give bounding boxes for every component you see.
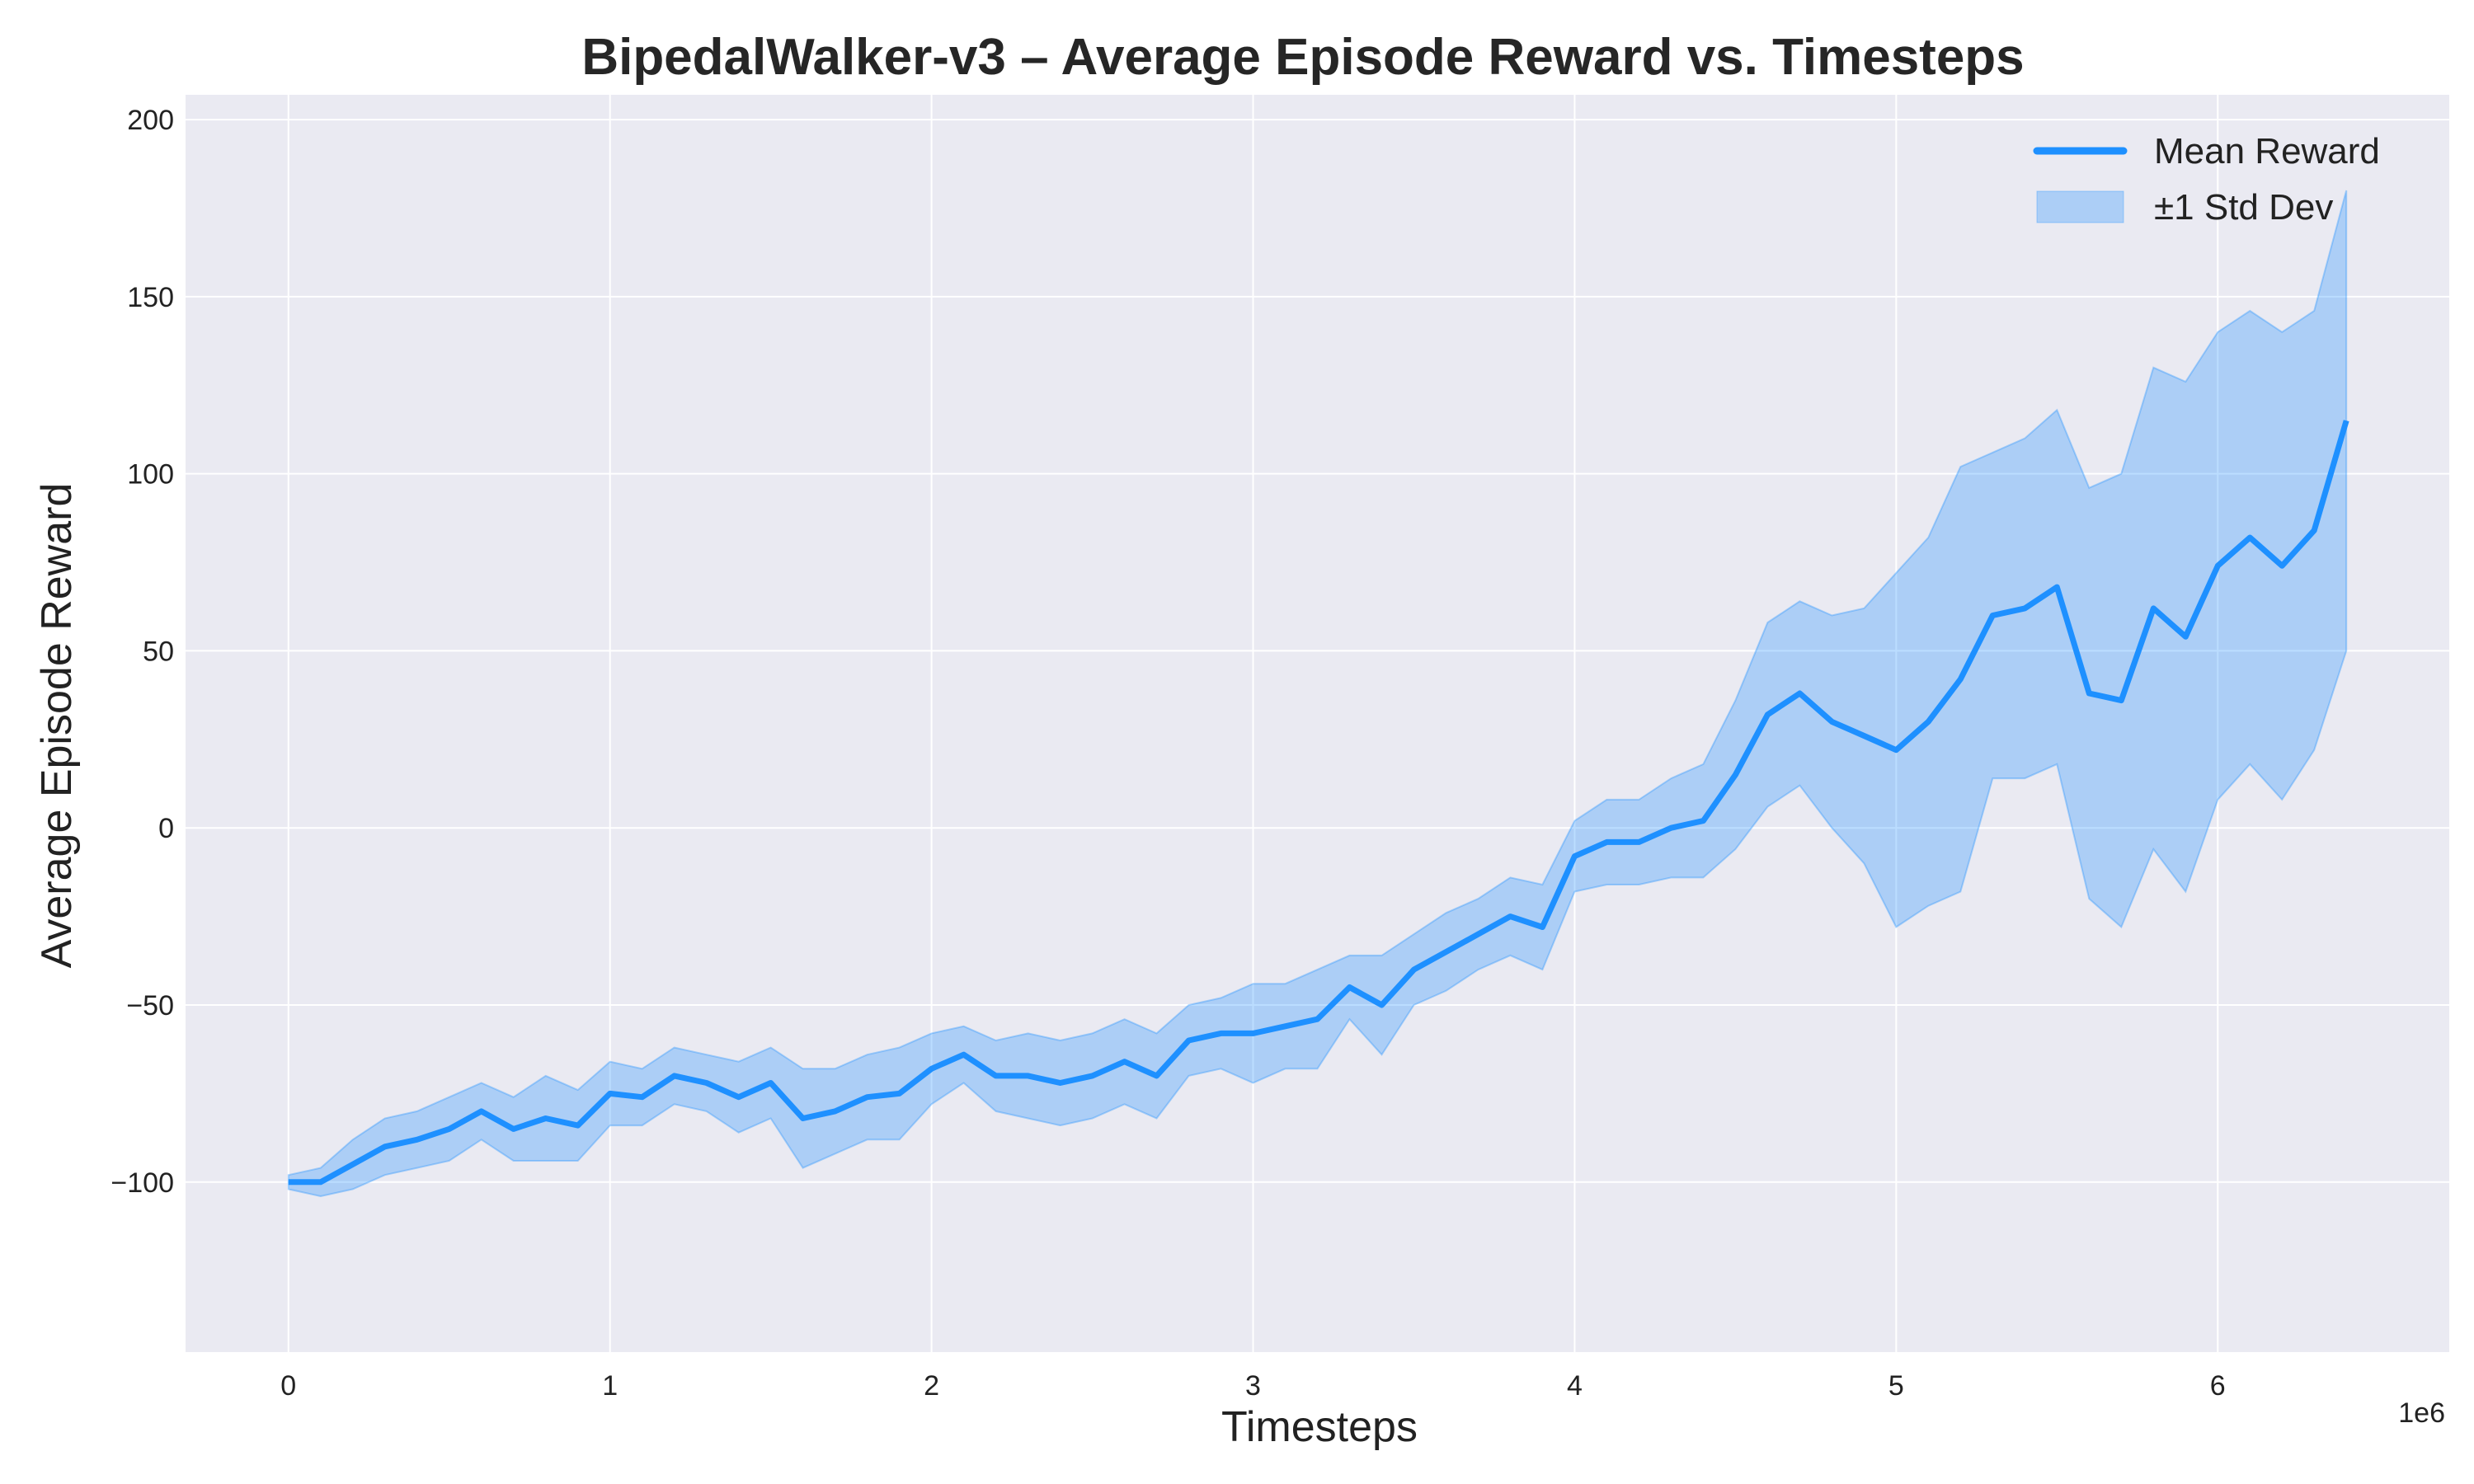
y-tick-label: −50	[126, 990, 174, 1021]
y-tick-label: 100	[127, 459, 174, 491]
y-tick-label: 0	[158, 813, 174, 844]
x-axis-multiplier: 1e6	[2398, 1397, 2445, 1429]
legend: Mean Reward ±1 Std Dev	[2033, 131, 2380, 228]
legend-std-swatch	[2036, 190, 2124, 223]
y-tick-label: −100	[111, 1167, 174, 1199]
x-tick-label: 2	[924, 1370, 939, 1402]
std-dev-band-area	[287, 190, 2348, 1198]
legend-mean-label: Mean Reward	[2154, 131, 2380, 171]
x-ticks: 0 1 2 3 4 5 6	[280, 1370, 2225, 1402]
gridlines	[186, 95, 2449, 1352]
mean-reward-line	[288, 420, 2349, 1186]
y-tick-label: 150	[127, 282, 174, 313]
x-tick-label: 6	[2210, 1370, 2226, 1402]
x-tick-label: 1	[602, 1370, 618, 1402]
x-axis-label: Timesteps	[1221, 1403, 1418, 1451]
chart-title: BipedalWalker-v3 – Average Episode Rewar…	[581, 29, 2024, 86]
x-tick-label: 4	[1567, 1370, 1583, 1402]
x-tick-label: 3	[1245, 1370, 1261, 1402]
y-axis-label: Average Episode Reward	[33, 483, 81, 969]
x-tick-label: 5	[1888, 1370, 1904, 1402]
y-tick-label: 200	[127, 105, 174, 136]
x-tick-label: 0	[280, 1370, 296, 1402]
mean-reward-series	[288, 420, 2349, 1186]
y-tick-label: 50	[143, 636, 174, 667]
std-dev-band	[287, 190, 2348, 1198]
legend-std-label: ±1 Std Dev	[2154, 187, 2333, 228]
plot-area	[186, 95, 2449, 1352]
y-ticks: 200 150 100 50 0 −50 −100	[111, 105, 174, 1199]
